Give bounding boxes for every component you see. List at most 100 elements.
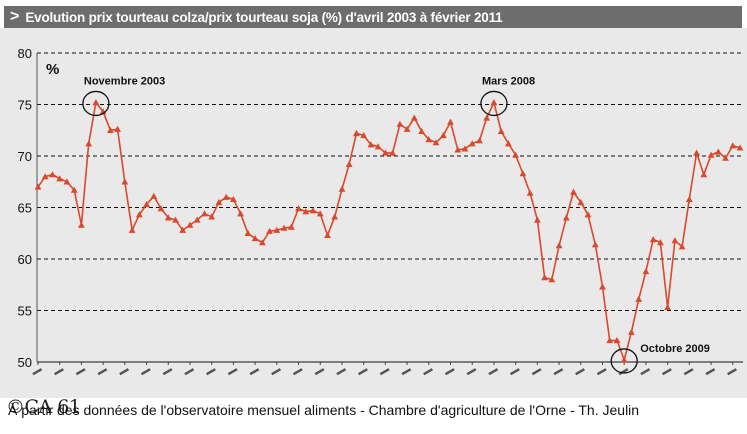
series-line-layer xyxy=(37,101,741,361)
data-point xyxy=(685,195,693,202)
data-point xyxy=(714,148,722,155)
data-point xyxy=(222,193,230,200)
data-point xyxy=(121,178,129,185)
data-point xyxy=(201,210,208,217)
annotation-label: Octobre 2009 xyxy=(640,343,710,355)
x-axis-ticks xyxy=(32,362,737,376)
data-point xyxy=(164,214,172,221)
y-tick-label: 65 xyxy=(18,201,32,216)
data-point xyxy=(476,137,483,144)
annotation-circle xyxy=(610,348,638,374)
x-tick-label-mark xyxy=(162,368,173,376)
data-point xyxy=(114,125,121,132)
data-point xyxy=(490,99,498,106)
data-point xyxy=(150,192,158,199)
data-point xyxy=(483,114,491,121)
x-tick-label-mark xyxy=(575,368,585,376)
data-point xyxy=(505,140,512,147)
data-point xyxy=(309,207,317,214)
data-point xyxy=(534,216,541,223)
data-point xyxy=(497,127,505,134)
annotation-label: Novembre 2003 xyxy=(84,75,165,87)
x-tick-label-mark xyxy=(314,368,325,376)
data-point xyxy=(722,154,729,161)
data-point xyxy=(92,99,100,106)
y-tick-label: 70 xyxy=(18,149,32,164)
data-point xyxy=(657,239,664,246)
data-point xyxy=(555,242,563,249)
data-point xyxy=(56,175,64,182)
marker-layer xyxy=(34,99,744,363)
data-point xyxy=(700,171,708,178)
data-point xyxy=(620,356,628,363)
data-point xyxy=(468,140,476,147)
data-point xyxy=(447,118,454,125)
chevron-right-icon: > xyxy=(10,8,20,25)
x-tick-label-mark xyxy=(423,368,434,376)
data-point xyxy=(454,146,462,153)
x-tick-label-mark xyxy=(140,368,151,376)
data-point xyxy=(316,210,324,217)
x-tick-label-mark xyxy=(336,368,347,376)
data-point xyxy=(374,143,382,150)
data-point xyxy=(526,189,534,196)
data-point xyxy=(512,151,519,158)
data-point xyxy=(186,221,194,228)
data-point xyxy=(382,149,389,156)
series-line xyxy=(37,101,741,361)
y-tick-label: 60 xyxy=(18,252,32,267)
data-point xyxy=(135,211,143,218)
data-point xyxy=(193,216,201,223)
x-tick-label-mark xyxy=(184,368,195,376)
data-point xyxy=(548,276,556,283)
x-tick-label-mark xyxy=(509,368,520,376)
annotation-circle xyxy=(82,90,110,117)
title-bar: > Evolution prix tourteau colza/prix tou… xyxy=(4,6,742,28)
data-point xyxy=(107,126,114,133)
data-point xyxy=(736,144,744,151)
x-tick-label-mark xyxy=(401,368,412,376)
data-point xyxy=(273,226,281,233)
y-axis-label: % xyxy=(46,61,59,78)
data-point xyxy=(251,235,259,242)
data-point xyxy=(628,328,635,335)
data-point xyxy=(338,185,346,192)
data-point xyxy=(63,178,71,185)
data-point xyxy=(584,211,592,218)
data-point xyxy=(570,188,577,195)
data-point xyxy=(729,142,737,149)
x-tick-label-mark xyxy=(271,368,282,376)
x-tick-label-mark xyxy=(683,368,694,376)
data-point xyxy=(425,136,433,143)
data-point xyxy=(461,145,469,152)
x-tick-label-mark xyxy=(97,368,108,376)
data-point xyxy=(613,337,621,344)
data-point xyxy=(34,183,42,190)
x-tick-label-mark xyxy=(466,368,477,376)
data-point xyxy=(606,337,614,344)
data-point xyxy=(353,129,360,137)
data-point xyxy=(295,205,302,212)
data-point xyxy=(577,198,585,206)
x-tick-label-mark xyxy=(727,368,737,376)
data-point xyxy=(230,195,237,202)
data-point xyxy=(541,274,548,281)
data-point xyxy=(157,205,165,212)
x-tick-label-mark xyxy=(553,368,564,376)
data-point xyxy=(266,227,273,234)
data-point xyxy=(208,213,216,220)
data-point xyxy=(345,160,353,167)
x-tick-label-mark xyxy=(531,368,542,376)
line-chart: 50 55 60 65 70 75 80 Novembre 2003 Mars 2008 Oct… xyxy=(18,46,744,376)
chart-background xyxy=(0,28,747,398)
x-tick-label-mark xyxy=(249,368,260,376)
data-point xyxy=(562,214,570,221)
y-tick-label: 75 xyxy=(18,98,32,113)
source-caption: À partir des données de l'observatoire m… xyxy=(8,402,640,418)
data-point xyxy=(410,114,418,121)
data-point xyxy=(172,216,179,223)
data-point xyxy=(215,198,223,206)
data-point xyxy=(49,171,56,178)
y-axis-ticks: 50 55 60 65 70 75 80 xyxy=(18,46,32,370)
